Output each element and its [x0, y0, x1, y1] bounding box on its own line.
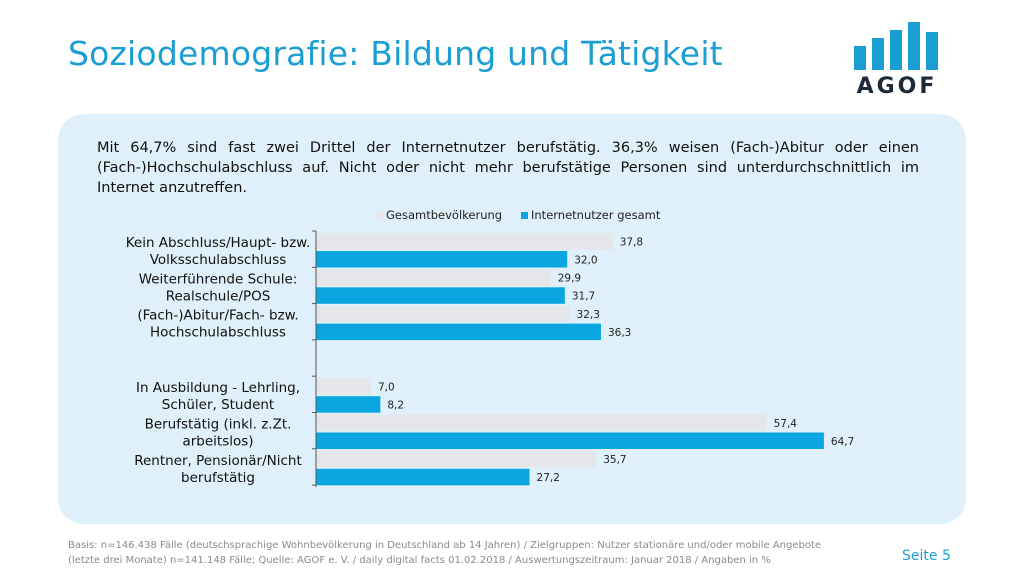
- data-label: 27,2: [537, 472, 560, 484]
- page-number: Seite 5: [902, 548, 951, 564]
- data-label: 7,0: [378, 381, 395, 393]
- bar: [316, 269, 551, 286]
- data-label: 35,7: [603, 454, 626, 466]
- bar: [316, 323, 601, 341]
- data-label: 29,9: [558, 273, 581, 285]
- page-title: Soziodemografie: Bildung und Tätigkeit: [68, 34, 723, 73]
- intro-text: Mit 64,7% sind fast zwei Drittel der Int…: [97, 140, 919, 196]
- data-label: 57,4: [774, 418, 798, 430]
- legend-swatch: [376, 212, 383, 219]
- category-label: Schüler, Student: [162, 397, 274, 413]
- data-label: 31,7: [572, 291, 595, 303]
- bar: [316, 287, 565, 304]
- data-label: 64,7: [831, 436, 854, 448]
- data-label: 32,3: [577, 309, 600, 321]
- bar: [316, 450, 597, 468]
- category-label: Berufstätig (inkl. z.Zt.: [145, 417, 292, 433]
- footer-note: Basis: n=146.438 Fälle (deutschsprachige…: [68, 540, 822, 566]
- data-label: 37,8: [620, 236, 643, 248]
- data-label: 8,2: [387, 399, 404, 411]
- category-label: Realschule/POS: [166, 288, 271, 304]
- agof-logo: AGOF: [850, 18, 950, 100]
- bar: [316, 251, 568, 268]
- bars-logo-icon: [854, 22, 938, 70]
- bar: [316, 414, 767, 431]
- category-label: Weiterführende Schule:: [139, 271, 298, 287]
- bar: [316, 233, 613, 250]
- bar: [316, 432, 824, 449]
- category-label: Volksschulabschluss: [150, 252, 287, 268]
- logo-text: AGOF: [856, 74, 938, 99]
- legend-label: Gesamtbevölkerung: [386, 208, 502, 222]
- legend-swatch: [521, 212, 528, 219]
- bar: [316, 468, 530, 486]
- data-label: 32,0: [574, 254, 597, 266]
- category-label: berufstätig: [181, 470, 255, 486]
- legend-label: Internetnutzer gesamt: [531, 208, 661, 222]
- category-label: In Ausbildung - Lehrling,: [136, 380, 300, 396]
- bar: [316, 305, 570, 323]
- bar: [316, 378, 371, 395]
- category-label: Rentner, Pensionär/Nicht: [134, 453, 302, 469]
- category-label: arbeitslos): [182, 434, 253, 450]
- data-label: 36,3: [608, 327, 631, 339]
- category-label: (Fach-)Abitur/Fach- bzw.: [137, 308, 298, 324]
- bar: [316, 396, 381, 413]
- category-label: Kein Abschluss/Haupt- bzw.: [126, 235, 311, 251]
- category-label: Hochschulabschluss: [150, 325, 286, 341]
